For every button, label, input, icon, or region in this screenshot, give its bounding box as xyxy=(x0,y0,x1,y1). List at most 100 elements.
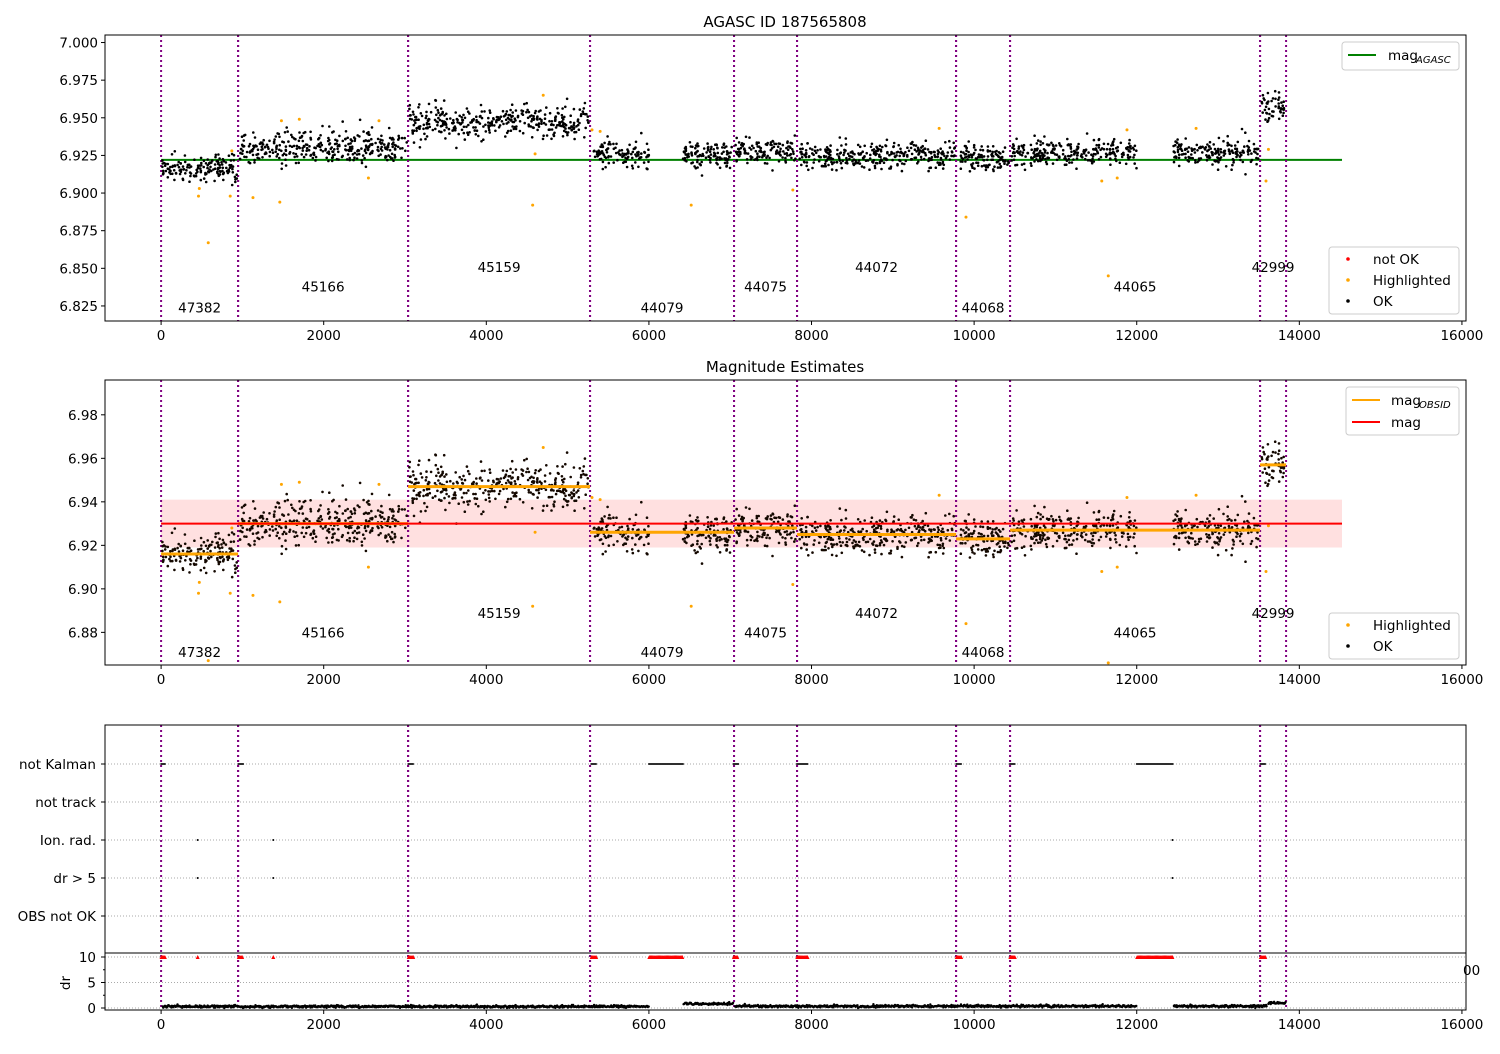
ok-data-point xyxy=(1248,140,1251,143)
ok-data-point xyxy=(813,158,816,161)
ok-data-point xyxy=(638,538,641,541)
ok-data-point xyxy=(697,520,700,523)
ok-data-point xyxy=(329,516,332,519)
ok-data-point xyxy=(1248,146,1251,149)
ok-data-point xyxy=(622,534,625,537)
ok-data-point xyxy=(502,123,505,126)
ok-data-point xyxy=(883,161,886,164)
ok-data-point xyxy=(763,533,766,536)
ok-data-point xyxy=(1253,517,1256,520)
ok-data-point xyxy=(939,544,942,547)
ok-data-point xyxy=(507,475,510,478)
ok-data-point xyxy=(786,152,789,155)
ok-data-point xyxy=(302,512,305,515)
highlighted-data-point xyxy=(207,241,210,244)
ok-data-point xyxy=(998,545,1001,548)
ok-data-point xyxy=(1015,138,1018,141)
ok-data-point xyxy=(363,140,366,143)
ok-data-point xyxy=(404,150,407,153)
ok-data-point xyxy=(835,169,838,172)
ok-data-point xyxy=(973,518,976,521)
ok-data-point xyxy=(523,103,526,106)
ok-data-point xyxy=(1205,533,1208,536)
ok-data-point xyxy=(1178,165,1181,168)
ok-data-point xyxy=(1274,90,1277,93)
ok-data-point xyxy=(569,121,572,124)
ok-data-point xyxy=(285,126,288,129)
ok-data-point xyxy=(838,157,841,160)
ok-data-point xyxy=(1043,506,1046,509)
ok-data-point xyxy=(1114,538,1117,541)
ok-data-point xyxy=(1033,542,1036,545)
ok-data-point xyxy=(781,156,784,159)
ok-data-point xyxy=(584,102,587,105)
ok-data-point xyxy=(1073,532,1076,535)
x-tick-label: 4000 xyxy=(469,328,503,344)
ok-data-point xyxy=(394,156,397,159)
ok-data-point xyxy=(753,158,756,161)
ok-data-point xyxy=(188,571,191,574)
ok-data-point xyxy=(248,145,251,148)
ok-data-point xyxy=(1070,150,1073,153)
ok-data-point xyxy=(573,138,576,141)
ok-data-point xyxy=(1052,518,1055,521)
ok-data-point xyxy=(1093,542,1096,545)
not-kalman-point xyxy=(682,763,684,765)
ok-data-point xyxy=(747,152,750,155)
ok-data-point xyxy=(386,540,389,543)
ok-data-point xyxy=(161,166,164,169)
ok-data-point xyxy=(854,541,857,544)
ok-data-point xyxy=(737,148,740,151)
ok-data-point xyxy=(521,473,524,476)
ok-data-point xyxy=(187,164,190,167)
ok-data-point xyxy=(209,550,212,553)
ok-data-point xyxy=(942,552,945,555)
ok-data-point xyxy=(806,142,809,145)
ok-data-point xyxy=(448,495,451,498)
highlighted-data-point xyxy=(542,446,545,449)
ok-data-point xyxy=(439,114,442,117)
ok-data-point xyxy=(260,149,263,152)
ok-data-point xyxy=(528,491,531,494)
ok-data-point xyxy=(1006,547,1009,550)
ok-data-point xyxy=(570,497,573,500)
ok-data-point xyxy=(829,154,832,157)
ok-data-point xyxy=(949,146,952,149)
ok-data-point xyxy=(1228,148,1231,151)
ok-data-point xyxy=(1098,146,1101,149)
highlighted-data-point xyxy=(1264,570,1267,573)
ok-data-point xyxy=(232,165,235,168)
ok-data-point xyxy=(1036,142,1039,145)
highlighted-data-point xyxy=(367,566,370,569)
ok-data-point xyxy=(202,166,205,169)
ok-data-point xyxy=(1076,157,1079,160)
ok-data-point xyxy=(283,531,286,534)
ok-data-point xyxy=(698,546,701,549)
ok-data-point xyxy=(628,144,631,147)
ok-data-point xyxy=(510,115,513,118)
ok-data-point xyxy=(415,130,418,133)
ok-data-point xyxy=(230,159,233,162)
ok-data-point xyxy=(594,535,597,538)
ok-data-point xyxy=(285,145,288,148)
panel-magnitude-estimates: Magnitude Estimates473824516645159440794… xyxy=(68,358,1483,688)
ok-data-point xyxy=(262,511,265,514)
ok-data-point xyxy=(1209,514,1212,517)
ok-data-point xyxy=(765,537,768,540)
ok-data-point xyxy=(233,533,236,536)
ok-data-point xyxy=(636,151,639,154)
not-kalman-point xyxy=(412,763,414,765)
ok-data-point xyxy=(412,111,415,114)
ok-data-point xyxy=(839,541,842,544)
ok-data-point xyxy=(1180,143,1183,146)
ok-data-point xyxy=(626,166,629,169)
ok-data-point xyxy=(425,476,428,479)
ok-data-point xyxy=(776,149,779,152)
ok-data-point xyxy=(331,500,334,503)
ok-data-point xyxy=(229,167,232,170)
axes-frame xyxy=(105,725,1466,953)
highlighted-data-point xyxy=(377,119,380,122)
ok-data-point xyxy=(602,553,605,556)
ok-data-point xyxy=(1068,158,1071,161)
ok-data-point xyxy=(470,121,473,124)
